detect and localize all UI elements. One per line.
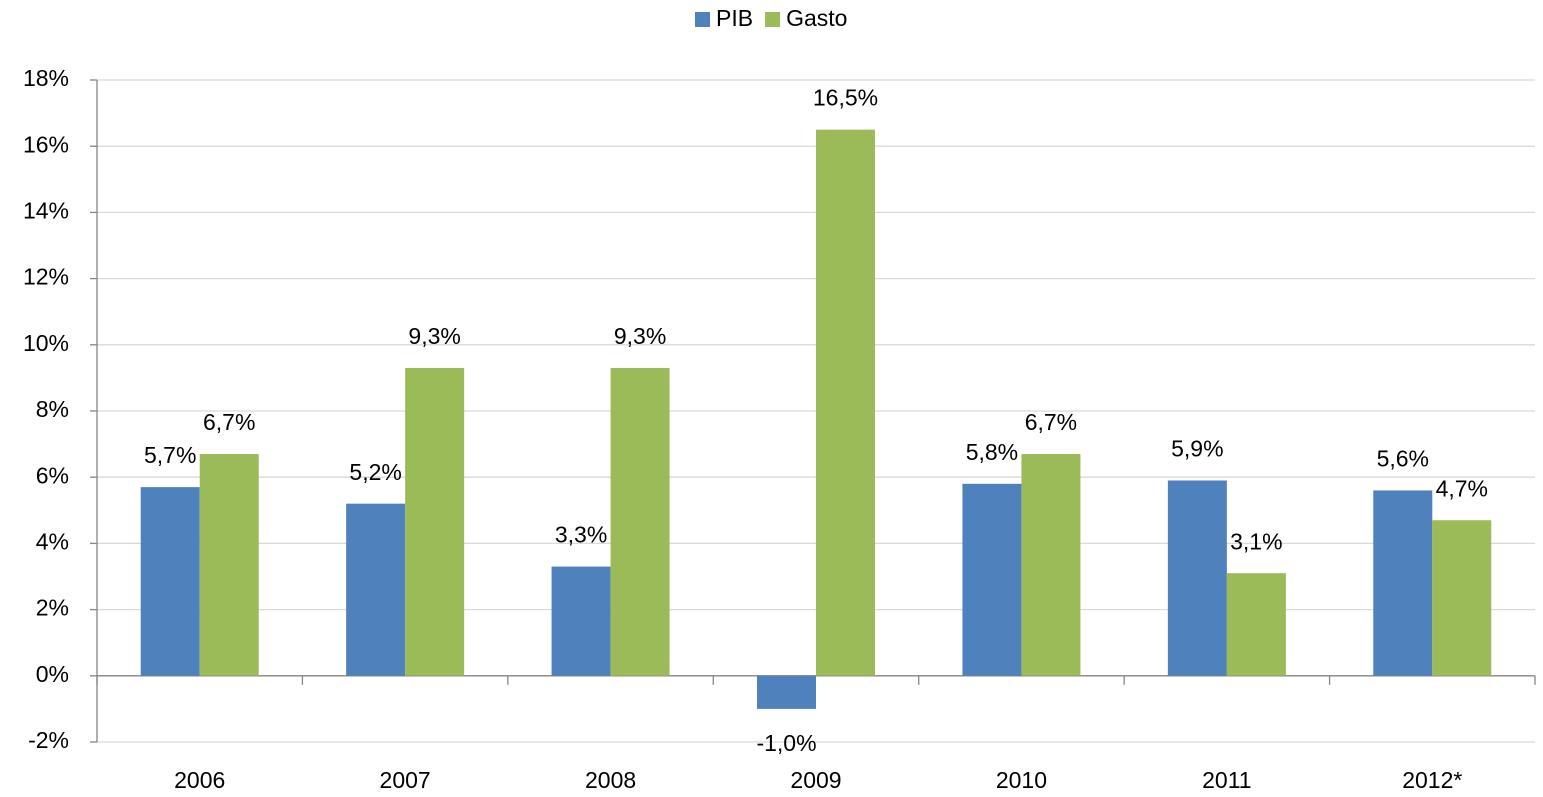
y-tick-label: 18% xyxy=(23,65,69,91)
x-tick-label: 2011 xyxy=(1202,767,1251,793)
legend-swatch xyxy=(695,12,710,27)
x-tick-label: 2006 xyxy=(174,767,225,793)
bar xyxy=(346,503,406,676)
legend-label: Gasto xyxy=(786,5,847,31)
data-label: -1,0% xyxy=(756,730,816,756)
data-label: 6,7% xyxy=(1025,409,1077,435)
y-tick-label: 2% xyxy=(36,595,69,621)
x-tick-label: 2008 xyxy=(585,767,636,793)
bar xyxy=(1432,520,1492,676)
x-tick-label: 2009 xyxy=(790,767,841,793)
bar xyxy=(1226,573,1286,676)
y-tick-label: 8% xyxy=(36,396,69,422)
bar xyxy=(610,367,670,676)
data-label: 5,7% xyxy=(144,442,196,468)
data-label: 5,9% xyxy=(1171,436,1223,462)
bar xyxy=(1373,490,1433,676)
bar xyxy=(551,566,611,676)
y-tick-label: 4% xyxy=(36,528,69,554)
y-tick-label: 10% xyxy=(23,330,69,356)
data-label: 9,3% xyxy=(614,323,666,349)
data-label: 4,7% xyxy=(1436,475,1488,501)
bar xyxy=(757,675,816,709)
data-label: 5,8% xyxy=(966,439,1018,465)
data-label: 3,1% xyxy=(1230,528,1282,554)
data-label: 5,2% xyxy=(349,459,401,485)
data-label: 9,3% xyxy=(408,323,460,349)
bar xyxy=(816,129,875,676)
legend-label: PIB xyxy=(716,5,753,31)
legend-swatch xyxy=(765,12,781,27)
y-tick-label: 14% xyxy=(23,197,69,223)
bar xyxy=(199,454,259,676)
data-label: 16,5% xyxy=(813,85,878,111)
x-tick-label: 2010 xyxy=(996,767,1047,793)
bar xyxy=(140,487,200,676)
data-label: 3,3% xyxy=(555,522,607,548)
y-tick-label: 6% xyxy=(36,462,69,488)
bar xyxy=(1167,480,1227,676)
x-tick-label: 2012* xyxy=(1402,767,1462,793)
y-tick-label: 16% xyxy=(23,131,69,157)
data-label: 6,7% xyxy=(203,409,255,435)
data-label: 5,6% xyxy=(1377,446,1429,472)
bar xyxy=(405,367,465,676)
y-tick-label: -2% xyxy=(28,727,69,753)
y-tick-label: 0% xyxy=(36,661,69,687)
x-tick-label: 2007 xyxy=(380,767,431,793)
y-tick-label: 12% xyxy=(23,264,69,290)
bar xyxy=(962,483,1022,676)
bar xyxy=(1021,454,1081,676)
